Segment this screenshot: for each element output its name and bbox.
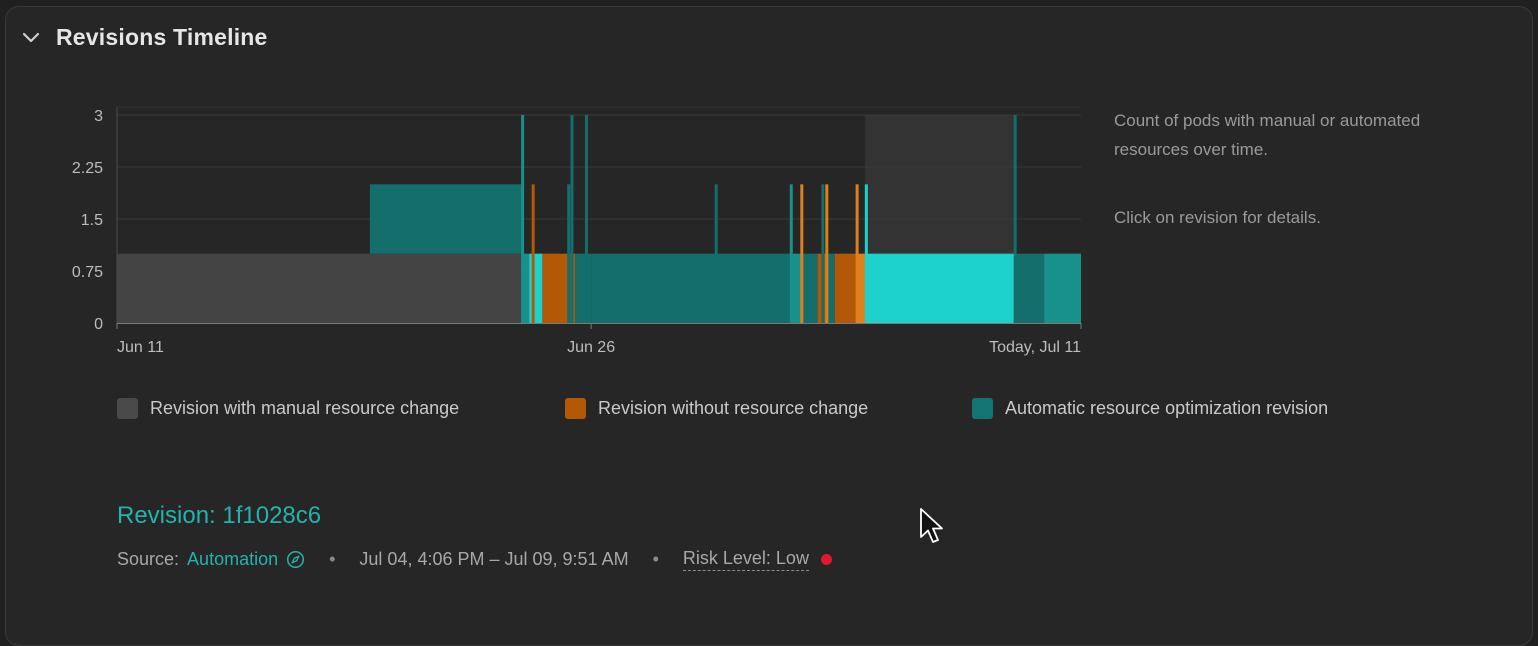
bar-segment-auto[interactable] xyxy=(591,253,717,323)
bar-segment-auto_light[interactable] xyxy=(865,253,1015,323)
bar-spike-none_light[interactable] xyxy=(800,184,804,323)
legend-swatch-no-change xyxy=(565,398,586,419)
bar-segment-none[interactable] xyxy=(542,253,576,323)
bar-spike-auto[interactable] xyxy=(1013,115,1017,323)
x-tick-label: Jun 11 xyxy=(117,339,164,356)
chart-note-hint: Click on revision for details. xyxy=(1114,208,1321,227)
bar-segment-auto_mid[interactable] xyxy=(791,253,802,323)
bar-spike-auto_light[interactable] xyxy=(864,184,868,323)
bar-spike-none_light[interactable] xyxy=(855,184,859,323)
x-tick-label: Today, Jul 11 xyxy=(989,339,1081,356)
separator-dot: • xyxy=(329,549,336,569)
section-header[interactable]: Revisions Timeline xyxy=(20,20,268,54)
bar-spike-auto[interactable] xyxy=(584,115,588,323)
y-tick-label: 0 xyxy=(94,316,103,333)
source-value-link[interactable]: Automation xyxy=(187,549,279,569)
revision-title[interactable]: Revision: 1f1028c6 xyxy=(117,502,322,529)
bar-spike-auto_mid[interactable] xyxy=(789,184,793,323)
legend-label-manual: Revision with manual resource change xyxy=(150,398,460,418)
bar-segment-auto[interactable] xyxy=(369,184,523,254)
bar-segment-none[interactable] xyxy=(834,253,858,323)
legend-item-no-change[interactable]: Revision without resource change xyxy=(565,398,868,419)
bar-segment-auto[interactable] xyxy=(716,253,792,323)
y-tick-label: 2.25 xyxy=(72,160,103,177)
legend-swatch-manual xyxy=(117,398,138,419)
risk-level[interactable]: Risk Level: Low xyxy=(682,548,809,571)
legend-item-automatic[interactable]: Automatic resource optimization revision xyxy=(972,398,1328,419)
bar-segment-auto[interactable] xyxy=(1014,253,1045,323)
source-label: Source: xyxy=(117,549,180,569)
compass-icon xyxy=(286,550,305,569)
legend-item-manual[interactable]: Revision with manual resource change xyxy=(117,398,459,419)
bar-segment-auto[interactable] xyxy=(826,253,835,323)
y-tick-label: 1.5 xyxy=(81,212,103,229)
y-tick-label: 3 xyxy=(94,108,103,125)
legend-label-no-change: Revision without resource change xyxy=(598,398,869,418)
legend-swatch-automatic xyxy=(972,398,993,419)
bar-spike-auto[interactable] xyxy=(567,184,571,323)
chart-legend: Revision with manual resource change Rev… xyxy=(0,398,1538,424)
chevron-down-icon[interactable] xyxy=(20,26,42,48)
bar-spike-auto[interactable] xyxy=(714,184,718,323)
risk-indicator-dot xyxy=(820,554,832,565)
x-tick-label: Jun 26 xyxy=(567,339,615,356)
bar-spike-none_light[interactable] xyxy=(825,184,829,323)
bar-segment-auto[interactable] xyxy=(801,253,818,323)
bar-segment-manual[interactable] xyxy=(117,253,522,323)
bar-segment-none_light[interactable] xyxy=(857,253,866,323)
bar-spike-none[interactable] xyxy=(531,184,535,323)
separator-dot: • xyxy=(652,549,659,569)
bar-spike-auto_mid[interactable] xyxy=(521,115,525,323)
bar-segment-auto_mid[interactable] xyxy=(521,253,530,323)
bar-segment-auto_light[interactable] xyxy=(529,253,543,323)
revision-meta: Source: Automation • Jul 04, 4:06 PM – J… xyxy=(117,548,832,571)
revision-time-range: Jul 04, 4:06 PM – Jul 09, 9:51 AM xyxy=(359,549,629,569)
revisions-chart[interactable]: 0 0.75 1.5 2.25 3 Jun 11 Jun 26 Today, Jul 11 xyxy=(0,0,1538,380)
chart-note-description: Count of pods with manual or automated r… xyxy=(1114,111,1421,159)
mouse-pointer-icon xyxy=(920,508,943,543)
revisions-timeline-panel xyxy=(5,6,1533,646)
section-title: Revisions Timeline xyxy=(56,23,268,50)
legend-label-automatic: Automatic resource optimization revision xyxy=(1005,398,1329,418)
bar-segment-auto_mid[interactable] xyxy=(1044,253,1081,323)
bar-segment-auto[interactable] xyxy=(575,253,592,323)
bar-spike-auto[interactable] xyxy=(570,115,574,323)
bar-spike-auto[interactable] xyxy=(821,184,825,323)
y-tick-label: 0.75 xyxy=(72,264,103,281)
